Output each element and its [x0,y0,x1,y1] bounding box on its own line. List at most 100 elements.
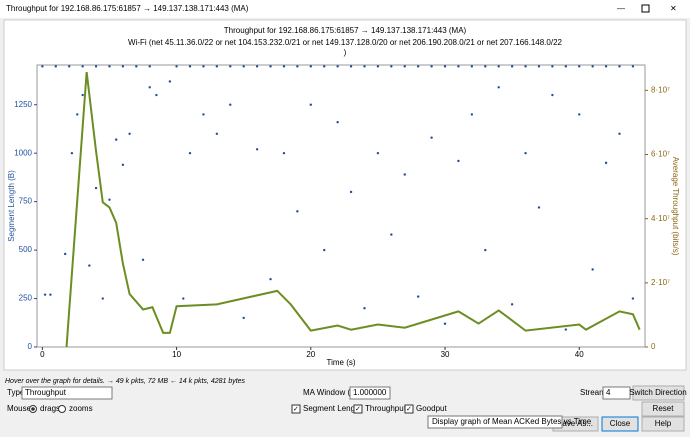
point [155,93,158,97]
point [376,65,380,68]
y-tick-label: 0 [28,342,33,351]
type-label: Type [7,388,25,397]
zooms-text[interactable]: zooms [69,404,93,413]
save-text[interactable]: Save As... [557,419,593,428]
point [242,65,245,68]
point [578,113,581,116]
point [497,86,500,89]
point [349,190,353,194]
stream-input[interactable] [602,386,631,400]
point [269,277,272,281]
point [135,65,138,68]
point [470,65,474,68]
type-combo[interactable] [21,386,113,400]
point [363,307,366,310]
check: ✓ [406,406,412,413]
minimize[interactable]: — [617,4,625,13]
point [564,328,568,331]
y2-tick-label: 6·10⁷ [651,150,670,159]
point [430,65,433,68]
point [76,113,79,116]
y2-axis-label: Average Throughput (bits/s) [671,157,680,256]
x-axis-label: Time (s) [326,358,355,367]
point [94,186,98,190]
checkbox[interactable] [404,404,414,414]
checkbox[interactable] [291,404,301,414]
point [182,297,185,300]
point [41,65,44,68]
point [215,132,219,136]
maximize[interactable] [641,4,650,13]
point [510,65,514,68]
point [323,65,326,68]
point [604,161,608,165]
check-label[interactable]: Goodput [416,404,447,413]
checkbox[interactable] [353,404,363,414]
radio-zooms[interactable] [58,405,66,413]
y-tick-label: 250 [19,294,33,303]
point [121,163,125,167]
point [121,65,125,68]
point [591,65,594,68]
point [215,65,219,68]
help-button[interactable] [641,416,685,432]
stream-value[interactable]: 4 [606,388,611,397]
point [390,65,393,68]
point [497,65,500,68]
ma-value[interactable]: 1.000000 [353,388,387,397]
y2-tick-label: 8·10⁷ [651,85,670,94]
point [282,151,286,155]
y-tick-label: 500 [19,245,33,254]
x-tick-label: 20 [306,350,315,359]
point [323,248,326,252]
tooltip [427,415,563,429]
close-x[interactable]: ✕ [670,4,677,13]
close-button[interactable] [601,416,639,432]
point [591,268,594,271]
point [416,65,420,68]
point [114,138,118,141]
point [457,65,460,68]
ma-label: MA Window (s) [303,388,357,397]
help-text[interactable]: Help [655,419,672,428]
switch-button[interactable] [632,385,685,401]
title-bar [0,0,690,18]
drags-text[interactable]: drags [40,404,60,413]
mouse-label: Mouse [7,404,32,413]
radio-dot [31,407,35,411]
x-tick-label: 0 [40,350,45,359]
point [168,80,172,83]
point [443,65,447,68]
point [148,65,151,68]
point [537,206,541,209]
point [484,248,487,252]
point [88,264,91,267]
point [68,65,71,68]
point [537,65,541,68]
check-label[interactable]: Throughput [365,404,407,413]
point [524,151,527,155]
y-tick-label: 1250 [14,100,32,109]
check-label[interactable]: Segment Length [303,404,362,413]
switch-text[interactable]: Switch Direction [629,388,686,397]
point [403,173,406,176]
close-text[interactable]: Close [610,419,631,428]
point [564,65,568,68]
reset-button[interactable] [641,401,685,417]
ma-input[interactable] [349,386,391,400]
reset-text[interactable]: Reset [653,404,675,413]
point [202,65,205,68]
point [202,113,205,116]
y2-tick-label: 0 [651,342,656,351]
point [282,65,286,68]
point [188,151,192,155]
point [578,65,581,68]
tooltip-text: Display graph of Mean ACKed Bytes vs Tim… [432,417,592,426]
point [457,159,460,163]
point [551,93,554,97]
point [336,120,339,124]
point [269,65,272,68]
check: ✓ [355,406,361,413]
point [175,65,178,68]
type-value[interactable]: Throughput [25,388,67,397]
